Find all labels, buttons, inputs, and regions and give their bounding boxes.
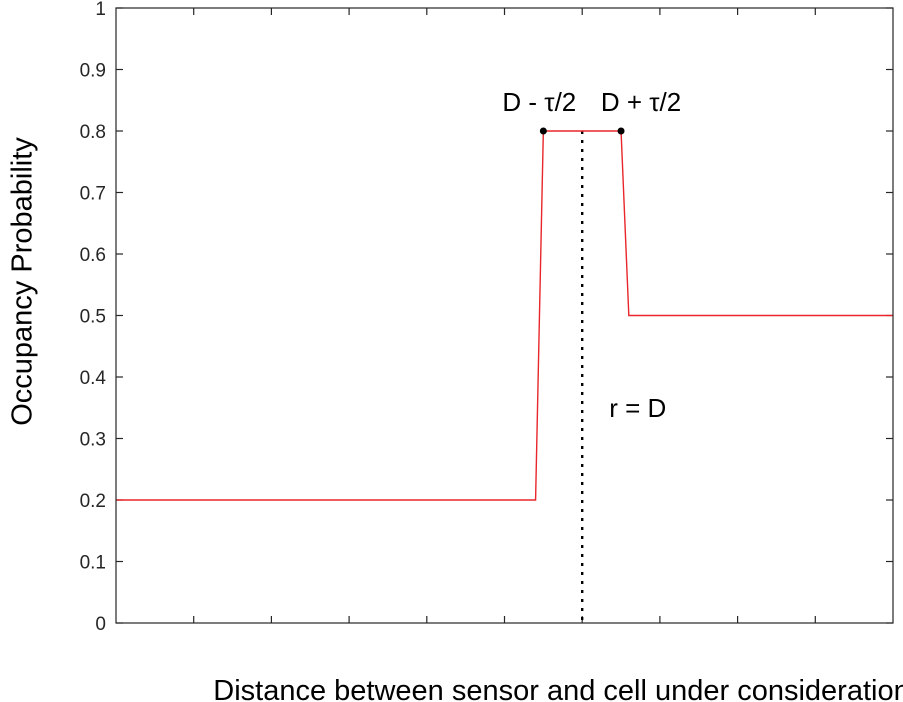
y-tick-label: 0.6 [80,245,106,266]
y-tick-label: 1 [95,0,106,20]
y-tick-label: 0.4 [80,368,107,389]
marker-point [617,127,625,135]
marker-point [539,127,547,135]
ticks-layer: 0 0.1 0.2 0.3 0.4 0.5 0.6 0.7 0.8 0.9 1 [80,0,893,635]
labels-layer: Distance between sensor and cell under c… [7,137,903,702]
x-axis-title: Distance between sensor and cell under c… [213,675,903,702]
plot-frame [115,7,894,624]
y-axis-title: Occupancy Probability [7,137,39,426]
data-layer: D - τ/2 D + τ/2 r = D [116,87,893,623]
y-tick-label: 0.3 [80,430,106,451]
y-tick-label: 0.8 [80,122,106,143]
reference-line-label: r = D [609,393,666,423]
y-tick-label: 0.9 [80,61,106,82]
y-tick-label: 0.2 [80,491,106,512]
marker-label: D - τ/2 [502,87,576,117]
y-tick-label: 0.1 [80,553,106,574]
marker-label: D + τ/2 [601,87,681,117]
y-tick-label: 0.5 [80,307,106,328]
y-tick-label: 0.7 [80,184,106,205]
series-line [116,130,893,501]
y-tick-label: 0 [95,614,106,635]
